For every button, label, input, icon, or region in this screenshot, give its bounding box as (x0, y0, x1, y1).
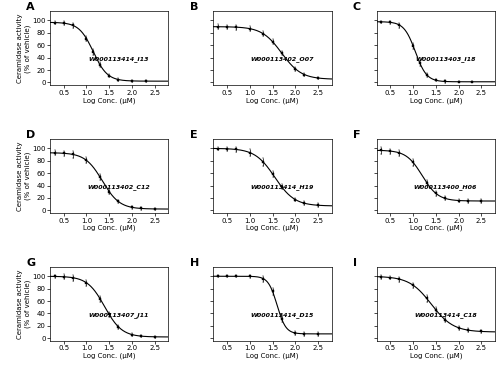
Text: W000113414_D15: W000113414_D15 (250, 312, 314, 318)
Text: C: C (353, 2, 361, 12)
Text: W000113402_C12: W000113402_C12 (88, 184, 150, 190)
X-axis label: Log Conc. (μM): Log Conc. (μM) (83, 225, 136, 232)
Text: W000113414_H19: W000113414_H19 (250, 184, 314, 190)
Text: B: B (190, 2, 198, 12)
X-axis label: Log Conc. (μM): Log Conc. (μM) (83, 353, 136, 359)
X-axis label: Log Conc. (μM): Log Conc. (μM) (246, 225, 299, 232)
Y-axis label: Ceramidase activity
(% of vehicle): Ceramidase activity (% of vehicle) (17, 141, 31, 211)
Text: H: H (190, 258, 199, 268)
Text: I: I (353, 258, 357, 268)
Text: F: F (353, 130, 360, 140)
Text: A: A (26, 2, 35, 12)
Text: W000113414_I13: W000113414_I13 (88, 56, 149, 62)
Text: W000113402_O07: W000113402_O07 (250, 56, 314, 62)
X-axis label: Log Conc. (μM): Log Conc. (μM) (83, 97, 136, 104)
Text: D: D (26, 130, 36, 140)
X-axis label: Log Conc. (μM): Log Conc. (μM) (410, 225, 462, 232)
Text: E: E (190, 130, 198, 140)
X-axis label: Log Conc. (μM): Log Conc. (μM) (246, 97, 299, 104)
X-axis label: Log Conc. (μM): Log Conc. (μM) (410, 353, 462, 359)
Y-axis label: Ceramidase activity
(% of vehicle): Ceramidase activity (% of vehicle) (17, 269, 31, 339)
Text: G: G (26, 258, 36, 268)
Text: W000113414_C18: W000113414_C18 (414, 312, 476, 318)
Text: W000113400_H06: W000113400_H06 (414, 184, 477, 190)
Y-axis label: Ceramidase activity
(% of vehicle): Ceramidase activity (% of vehicle) (17, 14, 31, 83)
X-axis label: Log Conc. (μM): Log Conc. (μM) (410, 97, 462, 104)
X-axis label: Log Conc. (μM): Log Conc. (μM) (246, 353, 299, 359)
Text: W000113403_I18: W000113403_I18 (415, 56, 476, 62)
Text: W000113407_J11: W000113407_J11 (88, 312, 149, 318)
